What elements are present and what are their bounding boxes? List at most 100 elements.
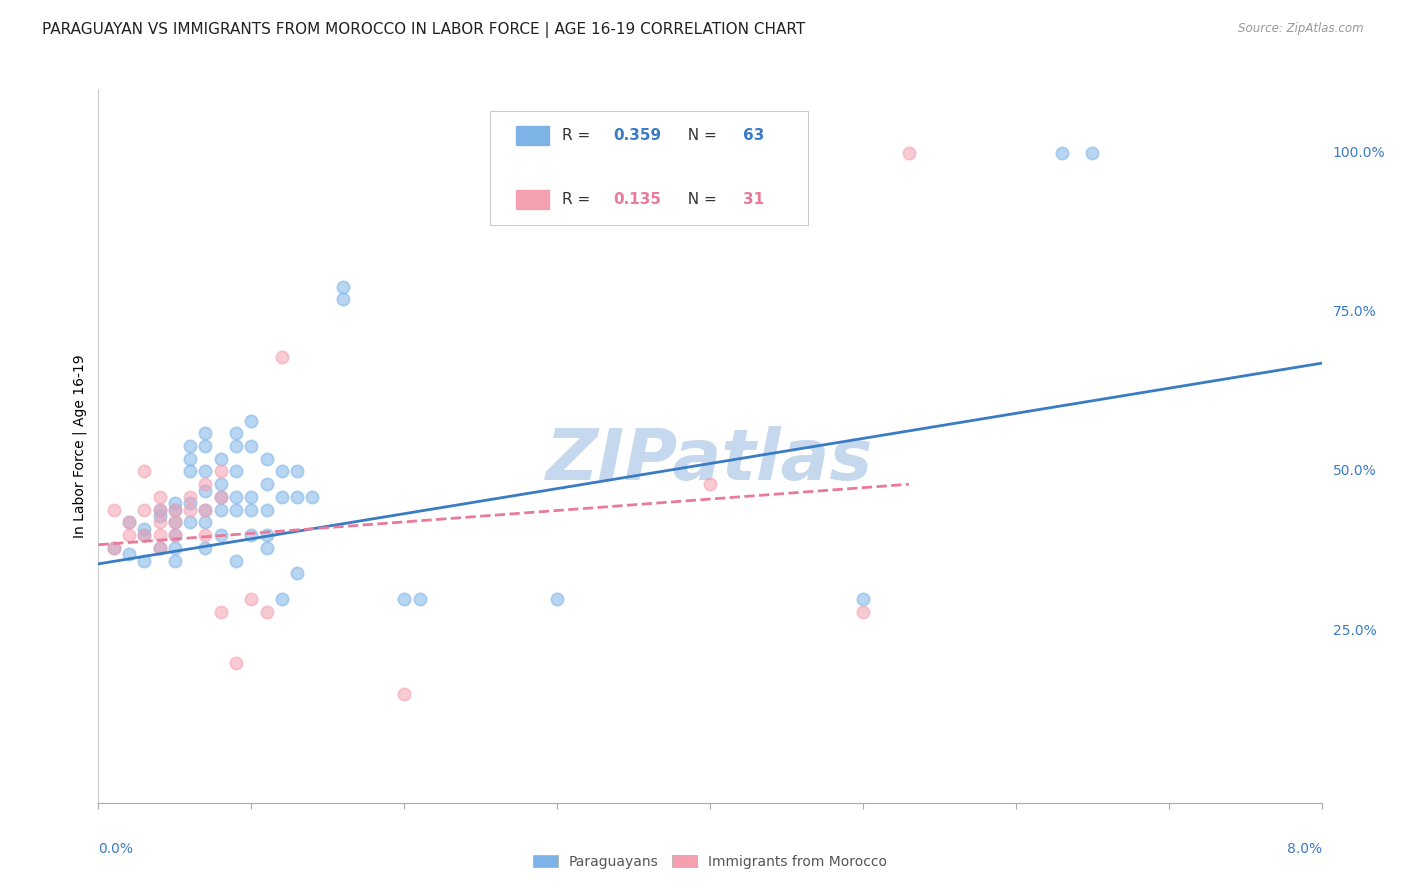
Point bbox=[256, 502, 278, 516]
Point bbox=[103, 502, 125, 516]
Point bbox=[240, 490, 263, 504]
Text: N =: N = bbox=[678, 193, 721, 207]
Point bbox=[118, 547, 141, 561]
FancyBboxPatch shape bbox=[516, 190, 548, 210]
Point bbox=[194, 426, 217, 441]
Legend: Paraguayans, Immigrants from Morocco: Paraguayans, Immigrants from Morocco bbox=[527, 849, 893, 874]
Text: 0.0%: 0.0% bbox=[98, 842, 134, 855]
Point bbox=[194, 439, 217, 453]
Text: 25.0%: 25.0% bbox=[1333, 624, 1376, 638]
Point bbox=[209, 490, 232, 504]
Point bbox=[149, 490, 172, 504]
Point bbox=[256, 477, 278, 491]
Point bbox=[179, 516, 201, 530]
Point bbox=[118, 516, 141, 530]
FancyBboxPatch shape bbox=[516, 126, 548, 145]
Point bbox=[897, 145, 920, 160]
Point bbox=[285, 465, 308, 479]
Point bbox=[240, 591, 263, 606]
Point bbox=[118, 528, 141, 542]
Point bbox=[194, 541, 217, 555]
Point bbox=[149, 502, 172, 516]
Point bbox=[852, 591, 875, 606]
Point bbox=[240, 502, 263, 516]
Text: 50.0%: 50.0% bbox=[1333, 465, 1376, 478]
Point bbox=[225, 465, 247, 479]
Point bbox=[149, 502, 172, 516]
Point bbox=[194, 502, 217, 516]
Point bbox=[194, 465, 217, 479]
Point bbox=[179, 490, 201, 504]
Text: R =: R = bbox=[562, 193, 595, 207]
Point bbox=[301, 490, 323, 504]
Point bbox=[699, 477, 721, 491]
Point bbox=[194, 528, 217, 542]
Point bbox=[194, 477, 217, 491]
Point bbox=[240, 413, 263, 427]
Point bbox=[225, 426, 247, 441]
Point bbox=[209, 490, 232, 504]
Point bbox=[240, 439, 263, 453]
Text: ZIPatlas: ZIPatlas bbox=[547, 425, 873, 495]
Text: 0.135: 0.135 bbox=[613, 193, 661, 207]
Y-axis label: In Labor Force | Age 16-19: In Labor Force | Age 16-19 bbox=[73, 354, 87, 538]
Point bbox=[1081, 145, 1104, 160]
Text: 8.0%: 8.0% bbox=[1286, 842, 1322, 855]
Point bbox=[332, 279, 354, 293]
Point bbox=[194, 502, 217, 516]
Text: PARAGUAYAN VS IMMIGRANTS FROM MOROCCO IN LABOR FORCE | AGE 16-19 CORRELATION CHA: PARAGUAYAN VS IMMIGRANTS FROM MOROCCO IN… bbox=[42, 22, 806, 38]
Point bbox=[134, 465, 156, 479]
Point bbox=[179, 496, 201, 510]
Text: N =: N = bbox=[678, 128, 721, 143]
Point bbox=[240, 528, 263, 542]
Point bbox=[392, 688, 416, 702]
Point bbox=[209, 451, 232, 466]
Text: 63: 63 bbox=[742, 128, 765, 143]
Point bbox=[285, 566, 308, 581]
Point bbox=[256, 451, 278, 466]
Point bbox=[392, 591, 416, 606]
Point bbox=[103, 541, 125, 555]
FancyBboxPatch shape bbox=[489, 111, 808, 225]
Point bbox=[103, 541, 125, 555]
Point bbox=[163, 528, 186, 542]
Point bbox=[163, 502, 186, 516]
Point bbox=[270, 591, 294, 606]
Point bbox=[270, 465, 294, 479]
Point bbox=[163, 502, 186, 516]
Point bbox=[225, 656, 247, 670]
Point bbox=[852, 605, 875, 619]
Text: 0.359: 0.359 bbox=[613, 128, 661, 143]
Point bbox=[149, 541, 172, 555]
Point bbox=[225, 490, 247, 504]
Point bbox=[546, 591, 568, 606]
Point bbox=[149, 516, 172, 530]
Point bbox=[163, 554, 186, 568]
Point bbox=[256, 605, 278, 619]
Point bbox=[209, 502, 232, 516]
Point bbox=[179, 439, 201, 453]
Point bbox=[134, 528, 156, 542]
Text: 100.0%: 100.0% bbox=[1333, 146, 1385, 160]
Point bbox=[163, 496, 186, 510]
Point bbox=[270, 490, 294, 504]
Text: Source: ZipAtlas.com: Source: ZipAtlas.com bbox=[1239, 22, 1364, 36]
Point bbox=[408, 591, 430, 606]
Point bbox=[134, 522, 156, 536]
Text: 31: 31 bbox=[742, 193, 765, 207]
Point bbox=[332, 293, 354, 307]
Point bbox=[285, 490, 308, 504]
Point bbox=[209, 605, 232, 619]
Point bbox=[134, 554, 156, 568]
Point bbox=[1050, 145, 1073, 160]
Point bbox=[163, 516, 186, 530]
Point bbox=[225, 502, 247, 516]
Point bbox=[118, 516, 141, 530]
Point bbox=[194, 483, 217, 498]
Point bbox=[225, 439, 247, 453]
Text: R =: R = bbox=[562, 128, 595, 143]
Point bbox=[179, 502, 201, 516]
Point bbox=[149, 528, 172, 542]
Point bbox=[209, 465, 232, 479]
Point bbox=[134, 528, 156, 542]
